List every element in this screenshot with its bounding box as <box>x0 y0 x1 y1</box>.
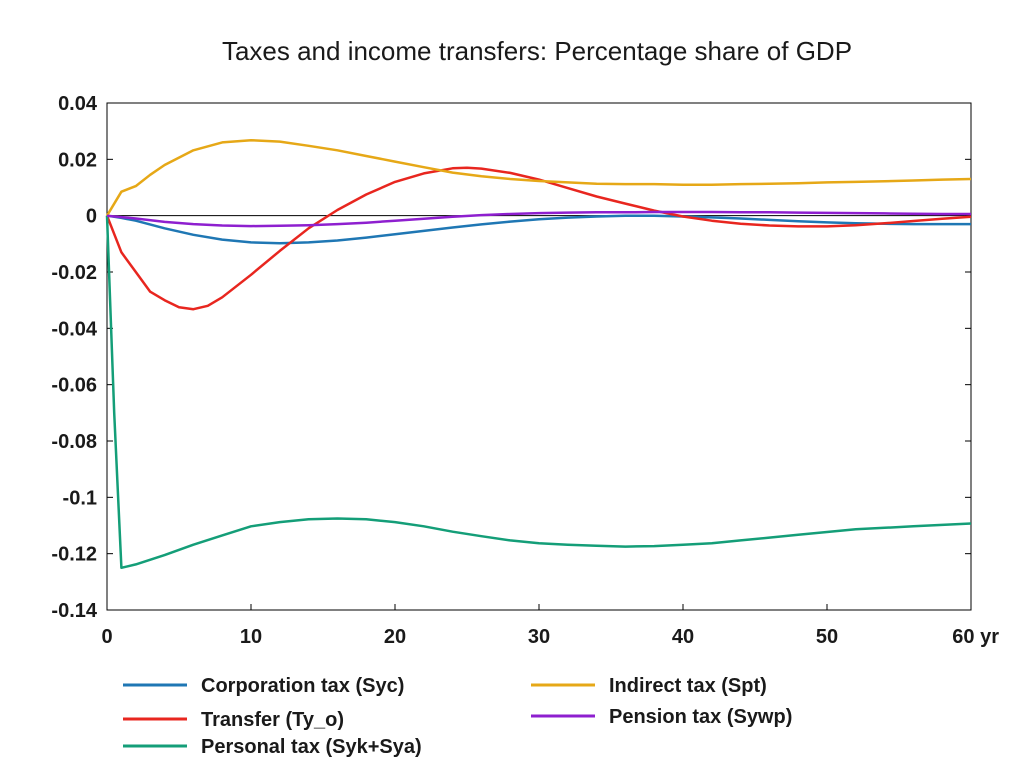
legend-label: Corporation tax (Syc) <box>201 675 404 697</box>
series-line <box>106 214 971 245</box>
x-tick-label: 0 <box>101 626 112 648</box>
x-tick-label: 30 <box>528 626 550 648</box>
series-layer <box>105 138 972 570</box>
legend-label: Transfer (Ty_o) <box>201 709 344 731</box>
x-tick-label: 20 <box>384 626 406 648</box>
x-tick-label: 10 <box>240 626 262 648</box>
chart-title: Taxes and income transfers: Percentage s… <box>222 36 852 66</box>
x-tick-label: 40 <box>672 626 694 648</box>
y-tick-label: -0.12 <box>51 544 97 566</box>
legend-label: Pension tax (Sywp) <box>609 706 792 728</box>
y-tick-label: -0.02 <box>51 262 97 284</box>
y-tick-label: -0.1 <box>63 487 97 509</box>
x-tick-label: 50 <box>816 626 838 648</box>
series-line <box>105 215 972 570</box>
legend-label: Indirect tax (Spt) <box>609 675 767 697</box>
series-line <box>106 210 971 228</box>
y-tick-label: 0.04 <box>58 93 98 115</box>
y-tick-label: -0.06 <box>51 375 97 397</box>
legend-label: Personal tax (Syk+Sya) <box>201 736 422 758</box>
y-tick-label: -0.08 <box>51 431 97 453</box>
x-axis: 0 10 20 30 40 50 60 yr <box>101 604 999 648</box>
y-tick-label: 0 <box>86 206 97 228</box>
y-tick-label: 0.02 <box>58 149 97 171</box>
series-line <box>105 166 972 311</box>
y-tick-label: -0.14 <box>51 600 97 622</box>
y-axis: 0.04 0.02 0 -0.02 -0.04 -0.06 -0.08 -0.1 -0.12 -0… <box>51 93 971 622</box>
legend: Corporation tax (Syc) Transfer (Ty_o) Pers… <box>123 675 792 758</box>
y-tick-label: -0.04 <box>51 318 97 340</box>
series-line <box>105 138 972 217</box>
x-tick-label: 60 yr <box>952 626 999 648</box>
